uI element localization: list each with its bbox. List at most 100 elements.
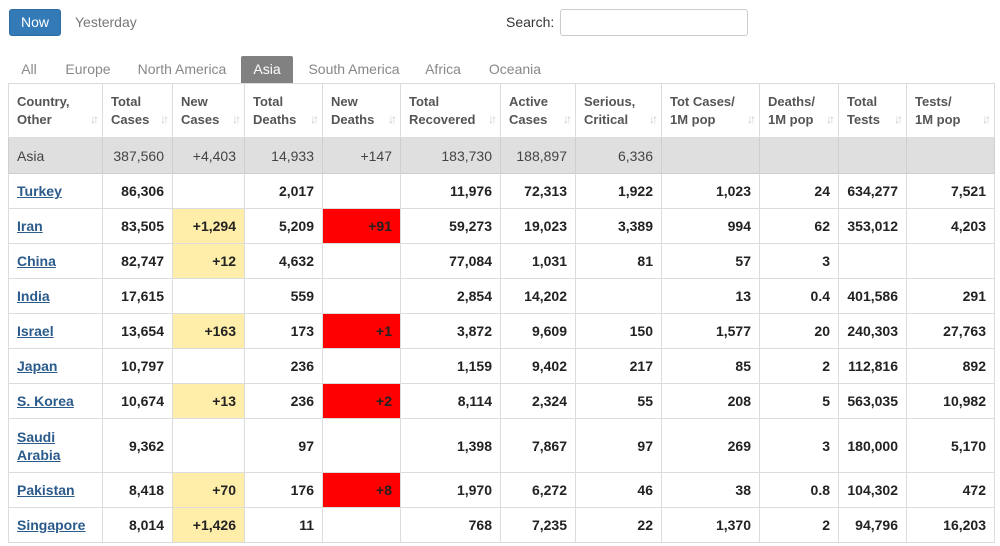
sort-arrows-icon[interactable]: ↓↑ bbox=[747, 112, 756, 126]
yesterday-button[interactable]: Yesterday bbox=[75, 14, 137, 30]
country-cell: Pakistan bbox=[8, 472, 103, 508]
tab-south-america[interactable]: South America bbox=[308, 61, 400, 77]
column-header[interactable]: Tot Cases/1M pop ↓↑ bbox=[661, 83, 760, 138]
tab-oceania[interactable]: Oceania bbox=[488, 61, 542, 77]
sort-arrows-icon[interactable]: ↓↑ bbox=[982, 112, 991, 126]
table-cell: 19,023 bbox=[500, 208, 576, 244]
sort-arrows-icon[interactable]: ↓↑ bbox=[826, 112, 835, 126]
column-header[interactable]: Serious, Critical ↓↑ bbox=[575, 83, 662, 138]
region-cell: +147 bbox=[322, 137, 401, 174]
table-cell: 3 bbox=[759, 243, 839, 279]
sort-arrows-icon[interactable]: ↓↑ bbox=[488, 112, 497, 126]
table-row: Israel 13,654 +163 173 +1 3,872 9,609 150 1,577 2… bbox=[8, 313, 995, 349]
sort-arrows-icon[interactable]: ↓↑ bbox=[894, 112, 903, 126]
table-cell: 97 bbox=[244, 418, 323, 473]
table-cell: 7,867 bbox=[500, 418, 576, 473]
sort-arrows-icon[interactable]: ↓↑ bbox=[649, 112, 658, 126]
table-cell: 892 bbox=[906, 348, 995, 384]
table-cell: 2,854 bbox=[400, 278, 501, 314]
country-link[interactable]: Turkey bbox=[17, 183, 62, 199]
search-input[interactable] bbox=[560, 9, 748, 36]
column-header[interactable]: Country, Other ↓↑ bbox=[8, 83, 103, 138]
table-cell: 4,632 bbox=[244, 243, 323, 279]
table-cell: 236 bbox=[244, 348, 323, 384]
sort-arrows-icon[interactable]: ↓↑ bbox=[388, 112, 397, 126]
table-cell bbox=[322, 173, 401, 209]
column-header[interactable]: New Deaths ↓↑ bbox=[322, 83, 401, 138]
table-cell: 112,816 bbox=[838, 348, 907, 384]
table-cell: 269 bbox=[661, 418, 760, 473]
table-row: India 17,615 559 2,854 14,202 13 0.4 401,586 291 bbox=[8, 278, 995, 314]
column-header-label: Deaths bbox=[331, 111, 375, 127]
region-cell bbox=[759, 137, 839, 174]
tab-all[interactable]: All bbox=[21, 61, 37, 77]
country-link[interactable]: India bbox=[17, 288, 50, 304]
table-cell bbox=[172, 418, 245, 473]
table-cell: 10,674 bbox=[102, 383, 173, 419]
table-cell bbox=[322, 243, 401, 279]
country-link[interactable]: S. Korea bbox=[17, 393, 74, 409]
table-cell: 1,577 bbox=[661, 313, 760, 349]
table-header-row: Country, Other ↓↑ Total Cases ↓↑ New Cases ↓↑ Tot… bbox=[8, 83, 995, 138]
table-cell: 173 bbox=[244, 313, 323, 349]
column-header[interactable]: Total Deaths ↓↑ bbox=[244, 83, 323, 138]
table-cell: 27,763 bbox=[906, 313, 995, 349]
sort-arrows-icon[interactable]: ↓↑ bbox=[310, 112, 319, 126]
covid-table: Country, Other ↓↑ Total Cases ↓↑ New Cases ↓↑ Tot… bbox=[8, 83, 995, 543]
table-cell bbox=[172, 173, 245, 209]
sort-arrows-icon[interactable]: ↓↑ bbox=[563, 112, 572, 126]
column-header-label: Cases bbox=[111, 111, 150, 127]
country-cell: S. Korea bbox=[8, 383, 103, 419]
table-cell: 16,203 bbox=[906, 507, 995, 543]
country-cell: China bbox=[8, 243, 103, 279]
table-cell: 2,324 bbox=[500, 383, 576, 419]
column-header-label: Recovered bbox=[409, 111, 476, 127]
table-cell: 1,023 bbox=[661, 173, 760, 209]
table-cell: 2 bbox=[759, 348, 839, 384]
table-cell: +163 bbox=[172, 313, 245, 349]
column-header[interactable]: New Cases ↓↑ bbox=[172, 83, 245, 138]
sort-arrows-icon[interactable]: ↓↑ bbox=[232, 112, 241, 126]
table-cell: 57 bbox=[661, 243, 760, 279]
tab-north-america[interactable]: North America bbox=[137, 61, 227, 77]
country-link[interactable]: Israel bbox=[17, 323, 54, 339]
country-cell: Japan bbox=[8, 348, 103, 384]
region-total-row: Asia 387,560 +4,403 14,933 +147 183,730 188,89… bbox=[8, 137, 995, 174]
tab-asia[interactable]: Asia bbox=[241, 56, 293, 83]
region-cell bbox=[838, 137, 907, 174]
table-cell bbox=[172, 348, 245, 384]
column-header-label: New bbox=[181, 93, 208, 109]
table-cell: 994 bbox=[661, 208, 760, 244]
column-header-label: Total bbox=[409, 93, 440, 109]
table-cell: 1,970 bbox=[400, 472, 501, 508]
column-header[interactable]: Total Recovered ↓↑ bbox=[400, 83, 501, 138]
sort-arrows-icon[interactable]: ↓↑ bbox=[90, 112, 99, 126]
sort-arrows-icon[interactable]: ↓↑ bbox=[160, 112, 169, 126]
table-cell: 72,313 bbox=[500, 173, 576, 209]
column-header[interactable]: Active Cases ↓↑ bbox=[500, 83, 576, 138]
country-link[interactable]: Japan bbox=[17, 358, 58, 374]
country-cell: Israel bbox=[8, 313, 103, 349]
now-button[interactable]: Now bbox=[9, 9, 61, 36]
tab-europe[interactable]: Europe bbox=[65, 61, 111, 77]
column-header[interactable]: Deaths/1M pop ↓↑ bbox=[759, 83, 839, 138]
table-cell: 0.8 bbox=[759, 472, 839, 508]
table-cell bbox=[322, 418, 401, 473]
table-cell: 353,012 bbox=[838, 208, 907, 244]
tab-africa[interactable]: Africa bbox=[425, 61, 461, 77]
column-header-label: Tot Cases/ bbox=[670, 93, 735, 109]
country-link[interactable]: China bbox=[17, 253, 56, 269]
column-header[interactable]: Total Tests ↓↑ bbox=[838, 83, 907, 138]
country-link[interactable]: Singapore bbox=[17, 517, 86, 533]
country-link[interactable]: Iran bbox=[17, 218, 43, 234]
region-cell: 6,336 bbox=[575, 137, 662, 174]
table-cell: 4,203 bbox=[906, 208, 995, 244]
column-header[interactable]: Total Cases ↓↑ bbox=[102, 83, 173, 138]
table-cell: 94,796 bbox=[838, 507, 907, 543]
table-cell: 83,505 bbox=[102, 208, 173, 244]
table-cell bbox=[322, 348, 401, 384]
country-link[interactable]: Saudi Arabia bbox=[17, 428, 61, 463]
column-header[interactable]: Tests/1M pop ↓↑ bbox=[906, 83, 995, 138]
country-link[interactable]: Pakistan bbox=[17, 482, 75, 498]
table-cell: 8,114 bbox=[400, 383, 501, 419]
